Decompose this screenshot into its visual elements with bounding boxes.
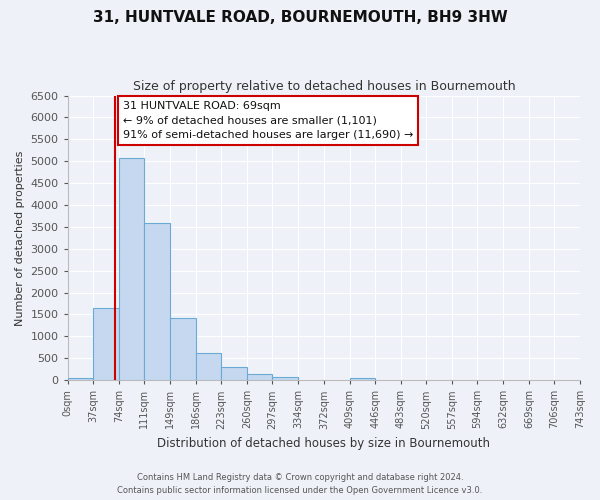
Bar: [68, 378, 93, 380]
Title: Size of property relative to detached houses in Bournemouth: Size of property relative to detached ho…: [133, 80, 515, 93]
Bar: [196, 353, 221, 380]
Text: 31, HUNTVALE ROAD, BOURNEMOUTH, BH9 3HW: 31, HUNTVALE ROAD, BOURNEMOUTH, BH9 3HW: [92, 10, 508, 25]
Bar: [350, 378, 375, 380]
Y-axis label: Number of detached properties: Number of detached properties: [15, 150, 25, 326]
Text: 31 HUNTVALE ROAD: 69sqm
← 9% of detached houses are smaller (1,101)
91% of semi-: 31 HUNTVALE ROAD: 69sqm ← 9% of detached…: [123, 101, 413, 140]
Bar: [272, 378, 298, 380]
Bar: [119, 158, 144, 380]
Bar: [144, 224, 170, 380]
Bar: [170, 318, 196, 380]
X-axis label: Distribution of detached houses by size in Bournemouth: Distribution of detached houses by size …: [157, 437, 490, 450]
Text: Contains HM Land Registry data © Crown copyright and database right 2024.
Contai: Contains HM Land Registry data © Crown c…: [118, 473, 482, 495]
Bar: [93, 308, 119, 380]
Bar: [221, 366, 247, 380]
Bar: [247, 374, 272, 380]
